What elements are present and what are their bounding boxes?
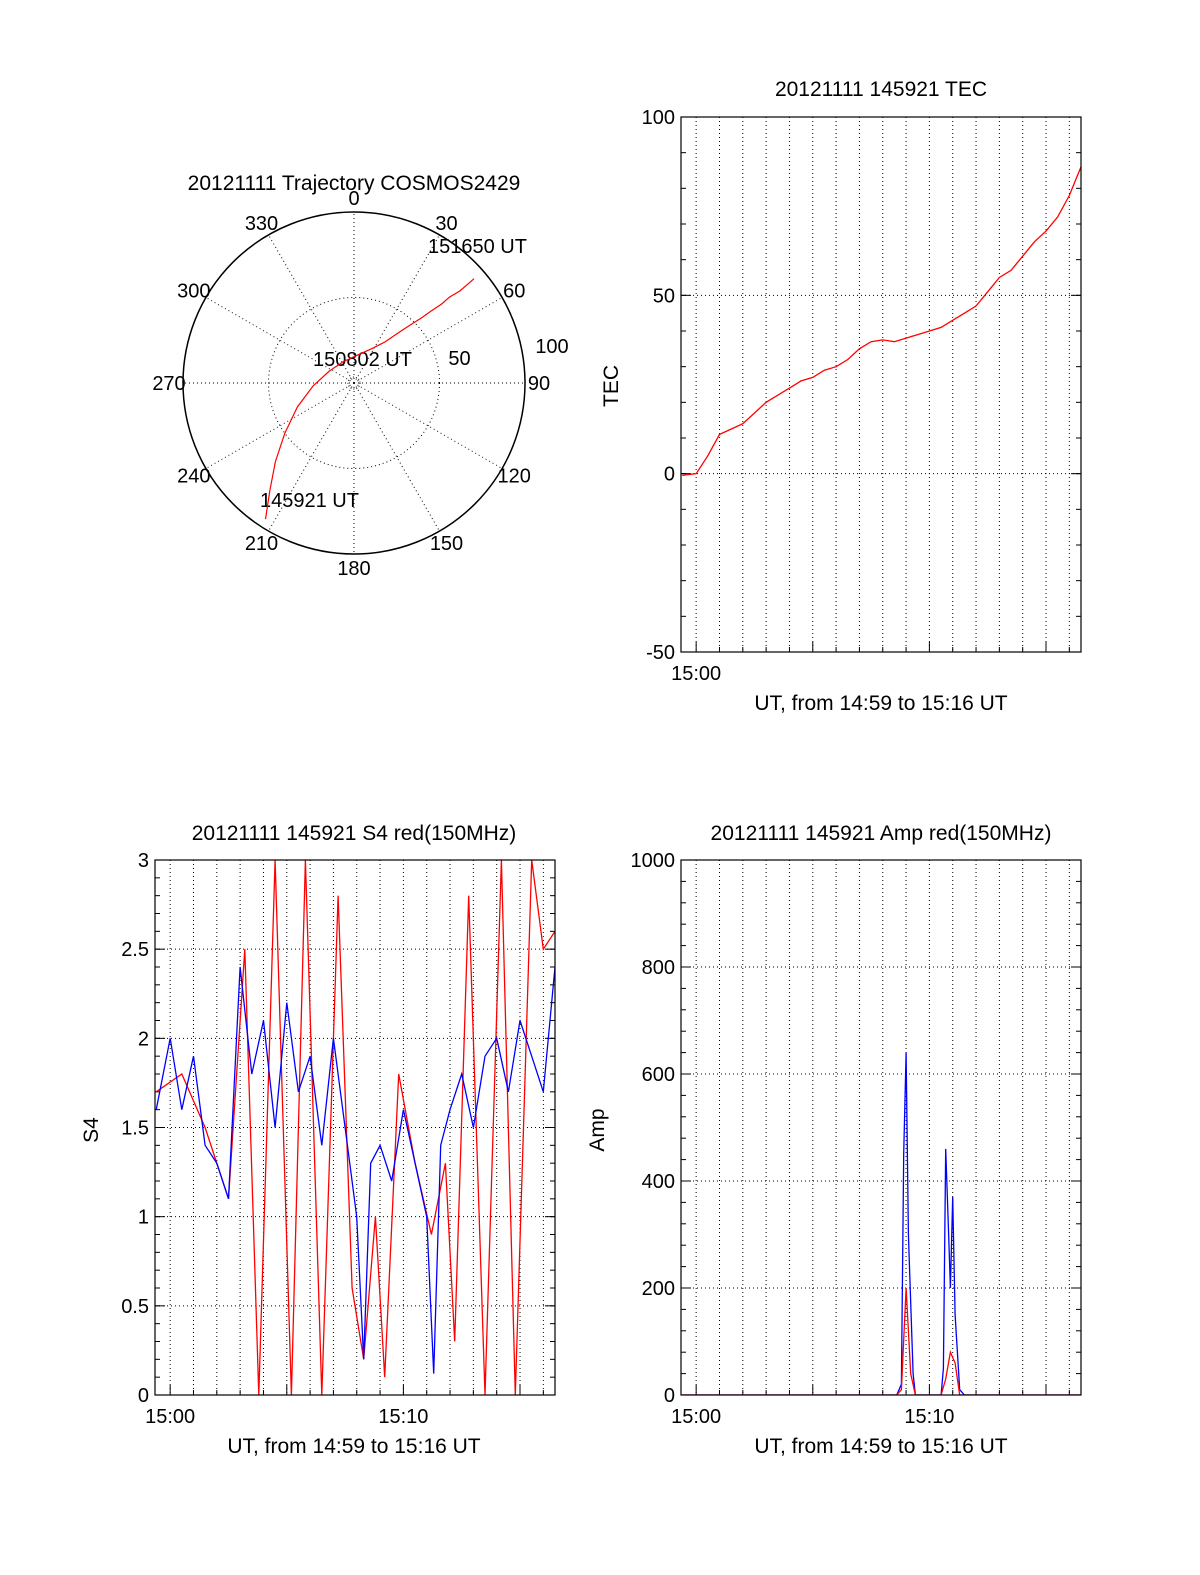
s4-xlabel: UT, from 14:59 to 15:16 UT [227,1435,480,1458]
y-tick-label: 1.5 [121,1118,149,1140]
x-tick-label: 15:00 [671,1406,721,1428]
tec-xlabel: UT, from 14:59 to 15:16 UT [754,692,1007,715]
s4-panel: 20121111 145921 S4 red(150MHz) UT, from … [80,822,556,1458]
polar-azimuth-label: 180 [337,558,370,580]
polar-spoke [353,382,440,532]
plot-frame [154,859,556,1396]
polar-azimuth-label: 330 [245,213,278,235]
y-tick-label: 1 [138,1207,149,1229]
polar-azimuth-label: 150 [430,533,463,555]
polar-ring-label: 50 [448,348,470,370]
polar-spoke [205,382,355,469]
trajectory-start-label: 145921 UT [260,490,359,512]
y-tick-label: 1000 [631,850,676,872]
polar-azimuth-label: 240 [177,466,210,488]
series-line [155,966,555,1374]
y-tick-label: 2.5 [121,939,149,961]
polar-azimuth-label: 210 [245,533,278,555]
polar-spoke [353,382,503,469]
polar-spoke [205,297,355,384]
y-tick-label: 400 [642,1171,675,1193]
y-tick-label: 0 [138,1385,149,1407]
amp-panel: 20121111 145921 Amp red(150MHz) UT, from… [586,822,1082,1458]
polar-azimuth-label: 90 [528,373,550,395]
trajectory-line [264,278,475,520]
y-tick-label: 100 [642,107,675,129]
polar-azimuth-label: 300 [177,281,210,303]
polar-spoke [353,234,440,384]
polar-spoke [268,382,355,532]
polar-azimuth-label: 0 [348,188,359,210]
y-tick-label: 600 [642,1064,675,1086]
tec-title: 20121111 145921 TEC [775,78,987,101]
plot-frame [680,116,1082,653]
amp-xlabel: UT, from 14:59 to 15:16 UT [754,1435,1007,1458]
series-line [682,166,1081,477]
trajectory-polar-plot: 20121111 Trajectory COSMOS2429 145921 UT… [152,172,568,580]
polar-azimuth-label: 60 [503,281,525,303]
x-tick-label: 15:00 [671,663,721,685]
polar-outer-ring [182,211,526,555]
y-tick-label: 800 [642,957,675,979]
y-tick-label: 2 [138,1028,149,1050]
y-tick-label: 0 [664,464,675,486]
trajectory-end-label: 151650 UT [428,236,527,258]
amp-ylabel: Amp [586,1108,609,1151]
series-line [682,1287,1081,1395]
x-tick-label: 15:00 [145,1406,195,1428]
polar-ring-50 [268,297,440,469]
x-tick-label: 15:10 [904,1406,954,1428]
y-tick-label: 3 [138,850,149,872]
y-tick-label: 0 [664,1385,675,1407]
series-line [682,1052,1081,1395]
polar-center [347,376,361,390]
tec-ylabel: TEC [600,365,623,407]
polar-ring-label: 100 [535,336,568,358]
trajectory-title: 20121111 Trajectory COSMOS2429 [188,172,521,195]
x-tick-label: 15:10 [378,1406,428,1428]
polar-spoke [268,234,355,384]
y-tick-label: 0.5 [121,1296,149,1318]
y-tick-label: 50 [653,285,675,307]
plot-frame [680,859,1082,1396]
polar-azimuth-label: 30 [435,213,457,235]
y-tick-label: 200 [642,1278,675,1300]
y-tick-label: -50 [646,642,675,664]
polar-azimuth-label: 270 [152,373,185,395]
polar-azimuth-label: 120 [498,466,531,488]
s4-title: 20121111 145921 S4 red(150MHz) [192,822,517,845]
polar-spoke [353,297,503,384]
s4-ylabel: S4 [80,1117,103,1143]
amp-title: 20121111 145921 Amp red(150MHz) [711,822,1052,845]
tec-panel: 20121111 145921 TEC UT, from 14:59 to 15… [600,78,1082,715]
